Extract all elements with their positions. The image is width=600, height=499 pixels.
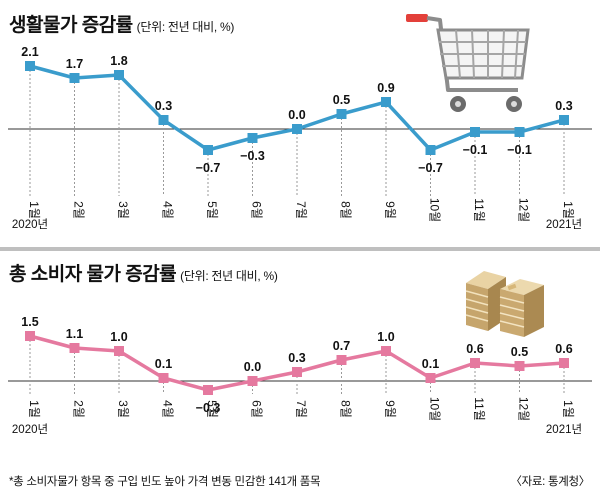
shopping-cart-icon xyxy=(406,14,530,112)
x-tick-label: 7월 xyxy=(294,400,308,418)
data-point xyxy=(25,331,35,341)
data-point xyxy=(158,373,169,383)
data-label: 0.0 xyxy=(288,108,305,122)
chart-unit-note: (단위: 전년 대비, %) xyxy=(180,269,278,283)
data-label: 1.5 xyxy=(21,315,38,329)
chart-title: 생활물가 증감률 xyxy=(9,15,133,36)
panel-divider xyxy=(0,247,600,251)
data-label: 0.5 xyxy=(511,345,528,359)
x-tick-label: 12월 xyxy=(517,198,531,222)
data-label: −0.3 xyxy=(196,401,221,415)
data-point xyxy=(292,367,302,377)
data-label: 0.3 xyxy=(555,99,572,113)
x-year-label: 2021년 xyxy=(546,423,582,436)
x-tick-label: 6월 xyxy=(250,400,264,418)
data-label: 1.8 xyxy=(110,54,127,68)
x-tick-label: 10월 xyxy=(428,198,442,222)
data-point xyxy=(203,385,213,395)
data-label: 0.6 xyxy=(555,342,572,356)
data-point xyxy=(292,124,302,134)
data-point xyxy=(203,145,213,155)
data-label: −0.7 xyxy=(196,161,221,175)
data-point xyxy=(559,358,569,368)
chart-title-row: 총 소비자 물가 증감률 (단위: 전년 대비, %) xyxy=(9,259,278,286)
x-tick-label: 5월 xyxy=(205,400,219,418)
data-label: 0.5 xyxy=(333,93,350,107)
x-tick-label: 2월 xyxy=(72,201,86,219)
data-label: 1.1 xyxy=(66,327,83,341)
data-label: 0.1 xyxy=(155,357,172,371)
x-year-label: 2021년 xyxy=(546,218,582,231)
data-point xyxy=(425,373,436,383)
data-label: 1.0 xyxy=(377,330,394,344)
data-point xyxy=(25,61,35,71)
data-label: 0.6 xyxy=(466,342,483,356)
x-tick-label: 8월 xyxy=(339,201,353,219)
x-year-label: 2020년 xyxy=(12,423,48,436)
data-point xyxy=(158,115,169,125)
x-tick-label: 1월 xyxy=(27,400,41,418)
data-label: 0.0 xyxy=(244,360,261,374)
data-point xyxy=(114,70,124,80)
x-tick-label: 7월 xyxy=(294,201,308,219)
x-year-label: 2020년 xyxy=(12,218,48,231)
data-point xyxy=(336,109,347,119)
x-tick-label: 9월 xyxy=(383,201,397,219)
data-point xyxy=(381,97,391,107)
footnote: *총 소비자물가 항목 중 구입 빈도 높아 가격 변동 민감한 141개 품목 xyxy=(9,476,321,488)
x-tick-label: 6월 xyxy=(250,201,264,219)
data-point xyxy=(247,133,258,143)
data-label: 2.1 xyxy=(21,45,38,59)
data-point xyxy=(470,358,480,368)
data-point xyxy=(425,145,436,155)
x-tick-label: 1월 xyxy=(561,201,575,219)
data-point xyxy=(514,127,525,137)
chart-unit-note: (단위: 전년 대비, %) xyxy=(136,20,235,34)
x-tick-label: 2월 xyxy=(72,400,86,418)
x-tick-label: 3월 xyxy=(116,201,130,219)
line-chart-living-prices: 2.11월2020년1.72월1.83월0.34월−0.75월−0.36월0.0… xyxy=(8,45,592,231)
source-note: 〈자료: 통계청〉 xyxy=(510,476,590,488)
data-label: 0.3 xyxy=(155,99,172,113)
x-tick-label: 5월 xyxy=(205,201,219,219)
chart-panel-living-prices: 생활물가 증감률 (단위: 전년 대비, %) 2.1 1월 2020년 1.7 2월 1.… xyxy=(0,0,600,249)
x-tick-label: 1월 xyxy=(561,400,575,418)
x-tick-label: 10월 xyxy=(428,397,442,421)
x-tick-label: 1월 xyxy=(27,201,41,219)
data-point xyxy=(247,376,258,386)
data-label: 1.0 xyxy=(110,330,127,344)
data-label: −0.7 xyxy=(418,161,443,175)
data-label: −0.1 xyxy=(463,143,488,157)
data-point xyxy=(336,355,347,365)
data-point xyxy=(559,115,569,125)
data-point xyxy=(114,346,124,356)
x-tick-label: 8월 xyxy=(339,400,353,418)
data-label: 0.7 xyxy=(333,339,350,353)
data-label: −0.3 xyxy=(240,149,265,163)
x-tick-label: 12월 xyxy=(517,397,531,421)
x-tick-label: 11월 xyxy=(472,198,486,222)
data-point xyxy=(514,361,525,371)
x-tick-label: 4월 xyxy=(161,201,175,219)
data-label: 1.7 xyxy=(66,57,83,71)
chart-title-row: 생활물가 증감률 (단위: 전년 대비, %) xyxy=(9,10,234,37)
chart-panel-consumer-prices: 총 소비자 물가 증감률 (단위: 전년 대비, %) 1.5 1월 2020년 1.1… xyxy=(0,249,600,499)
data-label: −0.1 xyxy=(507,143,532,157)
data-label: 0.1 xyxy=(422,357,439,371)
x-tick-label: 3월 xyxy=(116,400,130,418)
x-tick-label: 11월 xyxy=(472,397,486,421)
data-point xyxy=(69,343,80,353)
data-point xyxy=(381,346,391,356)
x-tick-label: 4월 xyxy=(161,400,175,418)
data-point xyxy=(69,73,80,83)
x-tick-label: 9월 xyxy=(383,400,397,418)
line-chart-consumer-prices: 1.5 1월 2020년 1.1 2월 1.0 3월 0.1 4월 −0.35월 0.0 6월 0.3 7… xyxy=(8,315,592,436)
chart-title: 총 소비자 물가 증감률 xyxy=(9,264,177,285)
data-label: 0.9 xyxy=(377,81,394,95)
money-stack-icon xyxy=(465,271,544,337)
data-point xyxy=(470,127,480,137)
data-label: 0.3 xyxy=(288,351,305,365)
